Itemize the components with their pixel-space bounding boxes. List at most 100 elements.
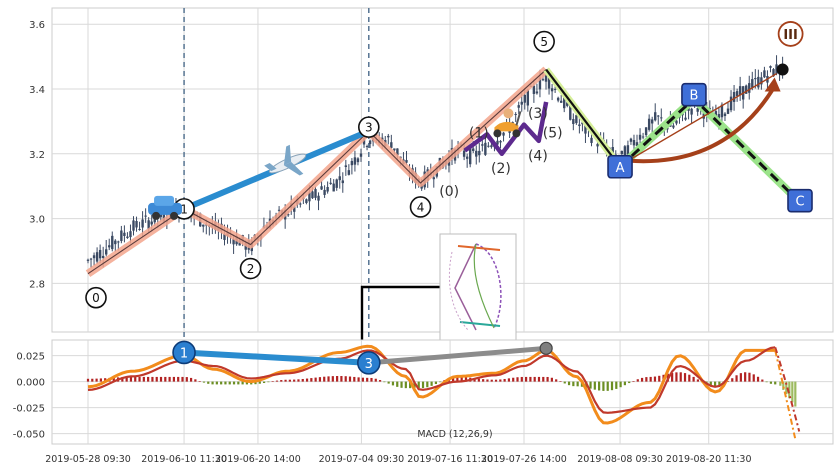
- candle-body: [517, 105, 520, 108]
- candle-body: [299, 203, 302, 205]
- candle-body: [623, 146, 627, 160]
- airplane-icon: [264, 144, 307, 176]
- inset-sketch: [448, 243, 502, 331]
- car-wheel: [170, 211, 179, 220]
- candle-body: [650, 119, 654, 124]
- wave-label-text: 1: [180, 202, 188, 216]
- candle-body: [626, 145, 630, 158]
- candle-body: [657, 115, 660, 117]
- candle-body: [329, 182, 332, 184]
- macd-histogram-bar: [426, 381, 429, 388]
- candle-body: [720, 104, 724, 118]
- candle-body: [754, 78, 757, 80]
- macd-histogram-bar: [464, 377, 468, 382]
- macd-histogram-bar: [177, 376, 180, 382]
- macd-histogram-bar: [555, 379, 558, 382]
- sub-wave-label: (5): [543, 126, 563, 142]
- macd-histogram-bar: [782, 381, 785, 390]
- macd-histogram-bar: [593, 381, 596, 390]
- degree-label-text: III: [783, 28, 798, 43]
- candle-body: [101, 255, 105, 258]
- candle-body: [635, 142, 639, 146]
- inset-thumbnail: [360, 233, 517, 360]
- macd-histogram-bar: [271, 381, 274, 382]
- macd-histogram-bar: [301, 378, 304, 382]
- macd-histogram-bar: [357, 377, 360, 382]
- candle-body: [732, 92, 736, 102]
- x-tick-label: 2019-06-10 11:30: [141, 454, 227, 465]
- x-tick-label: 2019-07-16 11:30: [407, 454, 493, 465]
- candle-body: [108, 245, 111, 248]
- macd-tick-label: 0.025: [16, 352, 45, 363]
- candle-body: [550, 88, 554, 92]
- macd-histogram-bar: [413, 381, 416, 389]
- candle-body: [202, 224, 205, 227]
- candle-body: [293, 206, 296, 212]
- candle-body: [553, 88, 557, 90]
- macd-histogram-bar: [486, 379, 489, 382]
- macd-histogram-bar: [151, 376, 154, 382]
- macd-title: MACD (12,26,9): [417, 429, 492, 440]
- macd-histogram-bar: [314, 377, 317, 382]
- x-tick-label: 2019-07-26 14:00: [481, 454, 567, 465]
- macd-histogram-bar: [224, 381, 227, 385]
- macd-histogram-bar: [155, 376, 158, 382]
- macd-histogram-bar: [744, 372, 747, 382]
- macd-histogram-bar: [794, 381, 797, 407]
- candle-body: [314, 189, 317, 198]
- macd-histogram-bar: [142, 376, 145, 382]
- candle-body: [772, 69, 775, 77]
- macd-histogram-bar: [189, 377, 193, 382]
- candle-body: [320, 186, 323, 190]
- macd-histogram-bar: [95, 378, 98, 382]
- macd-histogram-bar: [404, 381, 407, 389]
- macd-overlays: 13: [172, 340, 553, 375]
- end-point-dot: [776, 63, 789, 76]
- candle-body: [344, 165, 348, 167]
- candle-body: [629, 138, 633, 142]
- macd-histogram-bar: [263, 381, 266, 384]
- x-axis: 2019-05-28 09:30 2019-06-10 11:302019-06-…: [45, 454, 751, 465]
- macd-histogram-bar: [533, 376, 536, 382]
- candle-body: [499, 140, 502, 143]
- candle-body: [405, 160, 408, 163]
- macd-histogram-bar: [258, 381, 261, 384]
- sub-wave-line: [463, 101, 549, 157]
- candle-body: [584, 122, 587, 134]
- x-tick-label: 2019-08-20 11:30: [666, 454, 752, 465]
- macd-histogram-bar: [220, 381, 223, 385]
- macd-histogram-bar: [576, 381, 579, 387]
- scooter-wheel: [493, 129, 502, 138]
- price-panel: 2.8 3.0 3.2 3.4 3.6 (0) (1) (2) (3) (4) (5) 0 1 2 3 4 5…: [29, 7, 834, 444]
- candle-body: [760, 77, 763, 85]
- macd-histogram-bar: [305, 378, 309, 382]
- macd-histogram-bar: [550, 377, 553, 382]
- sub-wave-label: (2): [491, 161, 511, 177]
- candle-body: [748, 83, 751, 93]
- correction-label-box: [681, 82, 707, 107]
- macd-wave-label: 3: [365, 357, 373, 372]
- candle-body: [641, 136, 645, 138]
- macd-histogram-bar: [310, 378, 313, 382]
- price-tick-label: 3.2: [29, 150, 45, 161]
- candle-body: [644, 127, 648, 136]
- macd-histogram-bar: [542, 376, 545, 382]
- macd-histogram-bar: [121, 377, 124, 382]
- candle-body: [147, 220, 150, 229]
- candle-body: [729, 96, 733, 111]
- candle-body: [769, 66, 772, 68]
- candle-body: [95, 252, 99, 262]
- macd-histogram-bar: [683, 373, 687, 382]
- macd-histogram-bar: [785, 381, 788, 395]
- macd-histogram-bar: [202, 381, 206, 383]
- correction-line-5a: [545, 68, 621, 168]
- macd-histogram-bar: [400, 381, 403, 388]
- sub-wave-label: (0): [439, 184, 459, 200]
- candle-body: [129, 231, 132, 238]
- macd-histogram-bar: [791, 381, 794, 403]
- candle-body: [350, 160, 354, 166]
- macd-histogram-bar: [323, 376, 326, 382]
- macd-histogram-bar: [628, 381, 631, 384]
- macd-histogram-bar: [331, 376, 334, 382]
- candle-body: [481, 144, 484, 146]
